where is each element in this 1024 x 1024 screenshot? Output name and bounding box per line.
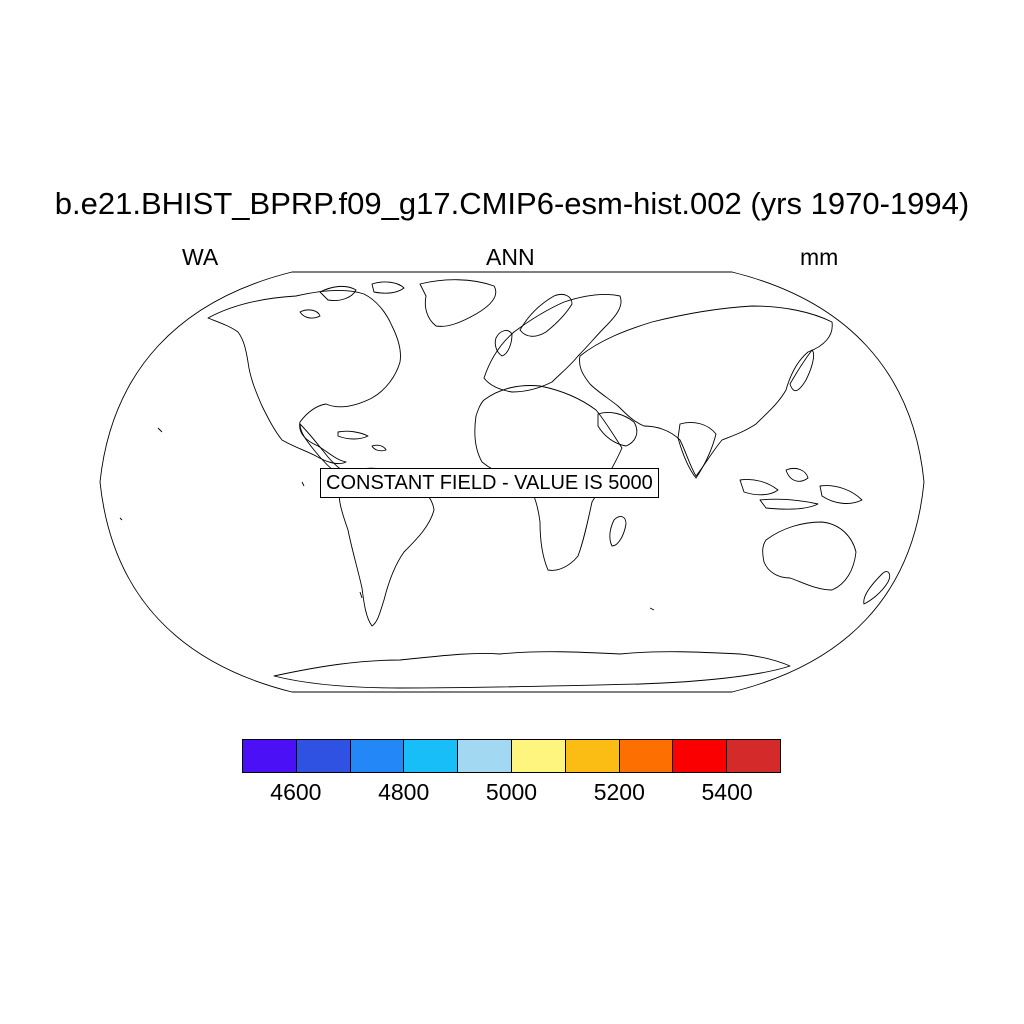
colorbar-tick-label: 5200 — [593, 779, 645, 805]
colorbar-tick-label: 5400 — [701, 779, 753, 805]
coastline-arabia — [597, 411, 638, 447]
coastline-arctic-islands — [299, 281, 405, 319]
coastline-greenland — [419, 279, 497, 327]
colorbar-segment — [619, 740, 674, 772]
coastline-caribbean — [337, 430, 387, 452]
colorbar-segment — [243, 740, 297, 772]
coastline-southeast-asia — [739, 467, 863, 510]
colorbar-segment — [458, 740, 512, 772]
colorbar-segment — [565, 740, 620, 772]
coastline-antarctica — [273, 651, 791, 689]
colorbar — [242, 739, 781, 773]
colorbar-segment — [727, 740, 780, 772]
coastline-india — [677, 422, 717, 479]
colorbar-labels: 4600 4800 5000 5200 5400 — [0, 781, 1024, 811]
coastline-asia — [579, 305, 833, 477]
coastline-new-zealand — [863, 571, 891, 605]
coastline-uk — [494, 330, 513, 357]
coastline-europe — [483, 293, 622, 393]
colorbar-segment — [673, 740, 728, 772]
coastline-africa — [474, 385, 623, 571]
coastline-north-america — [207, 289, 401, 465]
colorbar-segment — [404, 740, 459, 772]
map-boundary — [99, 271, 925, 693]
colorbar-segment — [350, 740, 405, 772]
colorbar-tick-label: 4600 — [270, 779, 322, 805]
colorbar-tick-label: 4800 — [378, 779, 430, 805]
coastline-madagascar — [609, 516, 627, 547]
constant-field-label: CONSTANT FIELD - VALUE IS 5000 — [320, 468, 659, 498]
coastline-australia — [762, 521, 857, 591]
coastline-scandinavia — [519, 293, 573, 337]
colorbar-tick-label: 5000 — [485, 779, 538, 805]
coastline-small-islands — [119, 427, 655, 611]
coastline-japan — [789, 349, 815, 392]
plot-title: b.e21.BHIST_BPRP.f09_g17.CMIP6-esm-hist.… — [54, 186, 970, 221]
variable-label: WA — [182, 244, 219, 270]
season-label: ANN — [486, 244, 535, 270]
colorbar-segment — [511, 740, 566, 772]
units-label: mm — [800, 244, 839, 270]
colorbar-segment — [296, 740, 351, 772]
